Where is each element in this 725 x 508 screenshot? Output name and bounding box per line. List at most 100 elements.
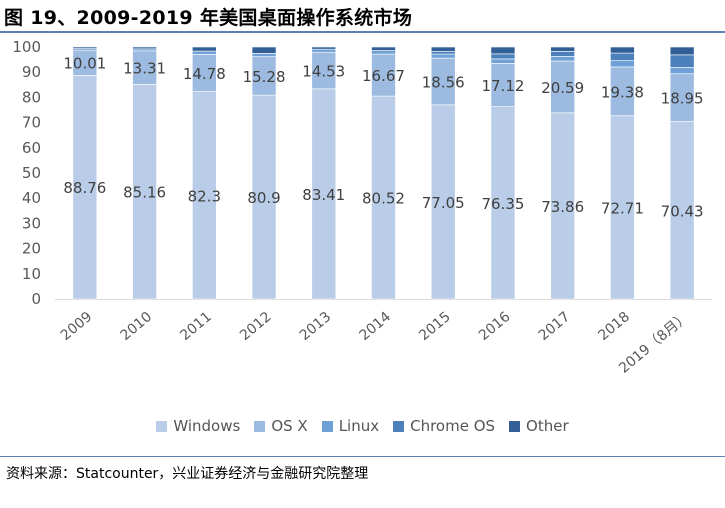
data-label-windows: 73.86 <box>541 198 584 216</box>
bar-segment-linux <box>669 67 695 75</box>
data-label-osx: 14.53 <box>302 62 345 80</box>
bar-segment-windows <box>132 84 157 300</box>
bar-segment-other <box>550 46 575 52</box>
legend-swatch <box>321 420 333 432</box>
x-tick-label: 2015 <box>416 309 454 344</box>
x-tick-label: 2018 <box>595 309 633 344</box>
y-tick-label: 10 <box>22 265 41 283</box>
legend-swatch <box>156 420 168 432</box>
data-label-windows: 70.43 <box>661 202 704 220</box>
bar-segment-chrome-os <box>490 53 516 60</box>
data-label-windows: 88.76 <box>63 179 106 197</box>
bar-segment-other <box>192 46 217 52</box>
data-label-osx: 18.56 <box>422 73 465 91</box>
bar-segment-other <box>132 46 157 50</box>
bar-segment-linux <box>550 56 575 62</box>
bar-segment-other <box>251 46 277 54</box>
bar-segment-os-x <box>550 60 575 114</box>
y-tick-label: 50 <box>22 164 41 182</box>
y-tick-label: 80 <box>22 88 41 106</box>
bar-segment-linux <box>192 50 217 55</box>
bar-segment-windows <box>371 95 396 300</box>
y-tick-label: 20 <box>22 240 41 258</box>
title-divider <box>0 31 725 33</box>
legend-label: Linux <box>338 417 380 435</box>
data-label-osx: 15.28 <box>243 68 286 86</box>
bar-segment-linux <box>251 53 277 57</box>
data-label-osx: 20.59 <box>541 79 584 97</box>
bar-segment-chrome-os <box>550 51 575 57</box>
x-tick-label: 2012 <box>237 309 275 344</box>
bar-segment-os-x <box>490 63 516 107</box>
legend-label: Other <box>526 417 569 435</box>
bar-segment-other <box>610 46 635 54</box>
bar-segment-os-x <box>311 51 337 90</box>
bar-segment-chrome-os <box>610 52 635 61</box>
data-label-windows: 85.16 <box>123 184 166 202</box>
legend-item-linux: Linux <box>321 417 380 435</box>
x-tick-label: 2009 <box>58 309 96 344</box>
bar-segment-windows <box>72 75 98 300</box>
y-tick-label: 90 <box>22 63 41 81</box>
data-label-osx: 14.78 <box>183 65 226 83</box>
legend-item-other: Other <box>509 417 569 435</box>
data-label-osx: 18.95 <box>661 90 704 108</box>
data-label-windows: 80.9 <box>247 189 280 207</box>
bar-segment-linux <box>490 58 516 64</box>
bar-segment-windows <box>430 104 456 300</box>
bar-segment-linux <box>430 53 456 59</box>
legend-item-chrome-os: Chrome OS <box>393 417 495 435</box>
bar-segment-windows <box>610 115 635 300</box>
y-tick-label: 30 <box>22 214 41 232</box>
bar-segment-windows <box>669 121 695 300</box>
data-label-osx: 13.31 <box>123 60 166 78</box>
x-tick-label: 2014 <box>356 309 394 344</box>
data-label-windows: 76.35 <box>481 195 524 213</box>
source-note: 资料来源：Statcounter，兴业证券经济与金融研究院整理 <box>6 466 369 482</box>
bar-segment-other <box>72 46 98 49</box>
bar-segment-os-x <box>669 73 695 122</box>
bar-segment-windows <box>311 88 337 300</box>
x-tick-label: 2013 <box>297 309 335 344</box>
legend-label: Windows <box>173 417 241 435</box>
y-tick-label: 60 <box>22 139 41 157</box>
bar-segment-other <box>371 46 396 51</box>
y-tick-label: 70 <box>22 114 41 132</box>
y-tick-label: 40 <box>22 189 41 207</box>
data-label-windows: 80.52 <box>362 190 405 208</box>
legend-label: OS X <box>271 417 308 435</box>
figure-title: 图 19、2009-2019 年美国桌面操作系统市场 <box>4 7 413 29</box>
bar-segment-linux <box>132 48 157 52</box>
data-label-windows: 72.71 <box>601 199 644 217</box>
bar-segment-linux <box>610 60 635 68</box>
bar-segment-other <box>430 46 456 52</box>
legend-swatch <box>254 420 266 432</box>
bar-segment-linux <box>311 48 337 53</box>
y-tick-label: 100 <box>12 38 41 56</box>
legend-item-os-x: OS X <box>254 417 308 435</box>
data-label-windows: 82.3 <box>188 187 221 205</box>
x-tick-label: 2016 <box>476 309 514 344</box>
legend-label: Chrome OS <box>410 417 496 435</box>
stacked-bar-chart: 0 10 20 30 40 50 60 70 80 90 100 88.76 10.01 2009 85.1… <box>12 38 712 377</box>
bar-segment-linux <box>371 50 396 55</box>
data-label-osx: 10.01 <box>63 55 106 73</box>
bar-segment-os-x <box>610 66 635 117</box>
bar-segment-other <box>669 46 695 56</box>
legend-swatch <box>393 420 405 432</box>
bar-segment-windows <box>251 94 277 300</box>
bar-segment-other <box>490 46 516 55</box>
bar-segment-chrome-os <box>669 54 695 68</box>
bar-segment-windows <box>490 106 516 300</box>
x-tick-label: 2011 <box>177 309 215 344</box>
y-tick-label: 0 <box>31 290 41 308</box>
bar-segment-windows <box>192 91 217 300</box>
data-label-windows: 83.41 <box>302 186 345 204</box>
data-label-windows: 77.05 <box>422 194 465 212</box>
data-label-osx: 17.12 <box>481 77 524 95</box>
bar-segment-chrome-os <box>430 51 456 55</box>
chart-legend: Windows OS X Linux Chrome OS Other <box>0 417 725 435</box>
x-tick-label: 2017 <box>536 309 574 344</box>
footer-divider <box>0 456 725 457</box>
data-label-osx: 19.38 <box>601 83 644 101</box>
